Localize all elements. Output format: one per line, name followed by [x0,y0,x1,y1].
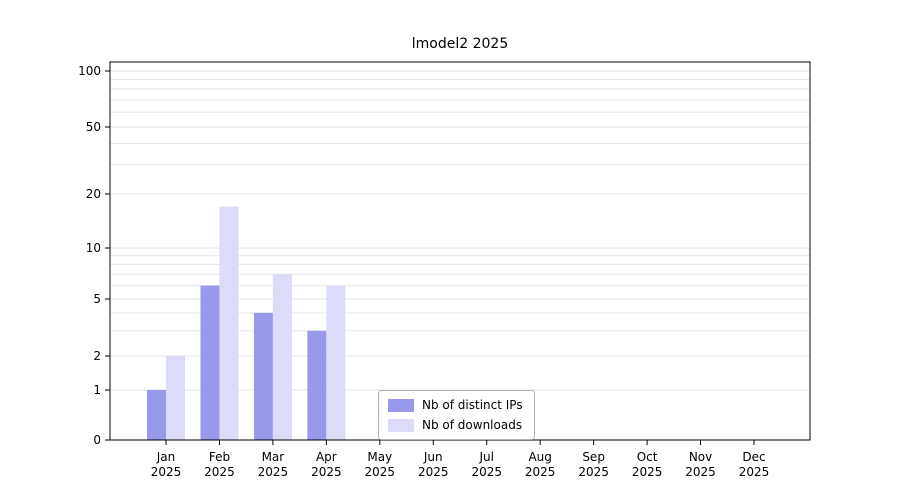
legend-item-downloads: Nb of downloads [388,418,523,432]
bar-downloads [326,285,346,440]
x-tick-label-year: 2025 [151,465,182,479]
x-tick-label-year: 2025 [739,465,770,479]
legend-swatch-distinct-ips [388,398,414,412]
x-tick-label-year: 2025 [632,465,663,479]
x-tick-label-year: 2025 [471,465,502,479]
y-tick-label: 0 [93,433,101,447]
y-tick-label: 100 [78,64,101,78]
x-tick-label-month: May [367,450,392,464]
x-tick-label-month: Aug [528,450,551,464]
x-tick-label-year: 2025 [311,465,342,479]
x-tick-label-month: Jan [156,450,176,464]
legend-swatch-downloads [388,418,414,432]
bar-downloads [166,356,185,440]
x-tick-label-month: Oct [637,450,658,464]
x-tick-label-year: 2025 [204,465,235,479]
x-tick-label-month: Nov [689,450,712,464]
bar-distinct-ips [253,312,273,440]
legend-item-distinct-ips: Nb of distinct IPs [388,398,523,412]
x-tick-label-month: Sep [582,450,605,464]
x-tick-label-year: 2025 [578,465,609,479]
legend-label-distinct-ips: Nb of distinct IPs [422,398,523,412]
x-tick-label-year: 2025 [258,465,289,479]
bar-downloads [219,206,239,440]
legend-label-downloads: Nb of downloads [422,418,523,432]
plot-border [109,61,811,441]
x-tick-label-month: Apr [316,450,337,464]
bar-distinct-ips [147,390,166,440]
x-tick-label-month: Dec [742,450,765,464]
x-tick-label-year: 2025 [525,465,556,479]
y-tick-label: 2 [93,349,101,363]
y-tick-label: 20 [86,187,101,201]
x-tick-label-year: 2025 [685,465,716,479]
x-tick-label-year: 2025 [365,465,396,479]
x-tick-label-month: Jul [478,450,493,464]
legend: Nb of distinct IPs Nb of downloads [378,390,535,440]
x-tick-label-year: 2025 [418,465,449,479]
x-tick-label-month: Feb [209,450,230,464]
x-tick-label-month: Jun [423,450,443,464]
y-tick-label: 1 [93,383,101,397]
chart-title: lmodel2 2025 [411,36,509,52]
bar-distinct-ips [200,285,220,440]
x-tick-label-month: Mar [262,450,285,464]
y-tick-label: 50 [86,120,101,134]
bar-downloads [272,274,292,440]
y-tick-label: 10 [86,241,101,255]
y-tick-label: 5 [93,292,101,306]
bar-distinct-ips [307,330,327,440]
